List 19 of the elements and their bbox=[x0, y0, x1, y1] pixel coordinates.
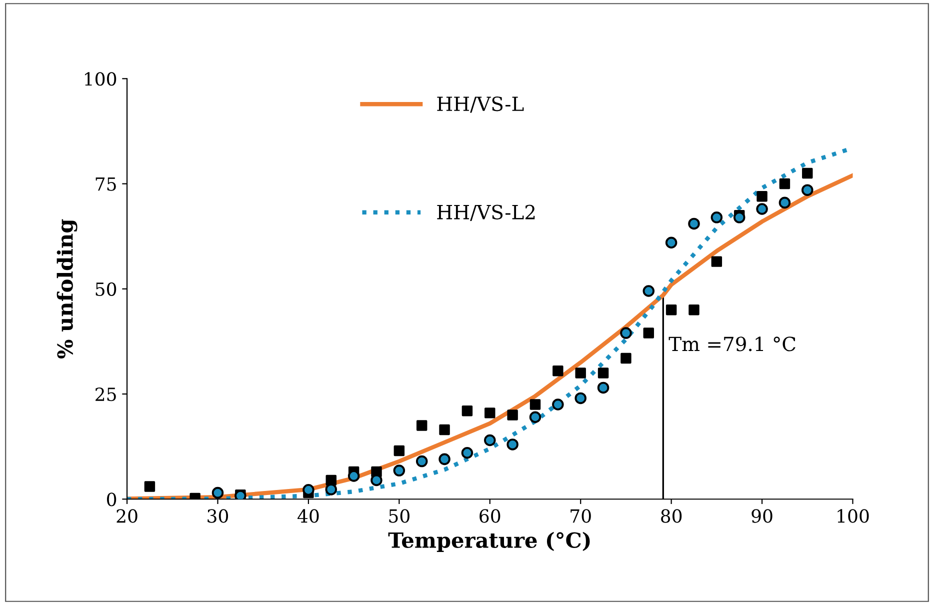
x-tick-label: 60 bbox=[480, 509, 500, 523]
x-tick-label: 70 bbox=[570, 509, 591, 523]
x-tick-label: 30 bbox=[208, 509, 228, 523]
y-tick-label: 75 bbox=[96, 177, 116, 191]
x-tick-label: 90 bbox=[752, 509, 772, 523]
x-axis-title: Temperature (°C) bbox=[388, 532, 590, 552]
x-tick-label: 20 bbox=[116, 509, 138, 523]
legend-label: HH/VS-L2 bbox=[437, 204, 535, 221]
ref-line-label: Tm =79.1 °C bbox=[668, 336, 796, 352]
legend-label: HH/VS-L bbox=[437, 96, 524, 113]
x-tick-label: 100 bbox=[838, 509, 869, 523]
y-axis-title: % unfolding bbox=[56, 219, 78, 359]
x-tick-label: 40 bbox=[298, 509, 319, 523]
y-tick-label: 25 bbox=[96, 387, 116, 402]
x-tick-label: 50 bbox=[389, 509, 410, 523]
y-tick-label: 0 bbox=[107, 492, 116, 506]
x-tick-label: 80 bbox=[661, 509, 682, 523]
y-tick-label: 100 bbox=[85, 72, 116, 86]
y-tick-label: 50 bbox=[96, 282, 116, 296]
